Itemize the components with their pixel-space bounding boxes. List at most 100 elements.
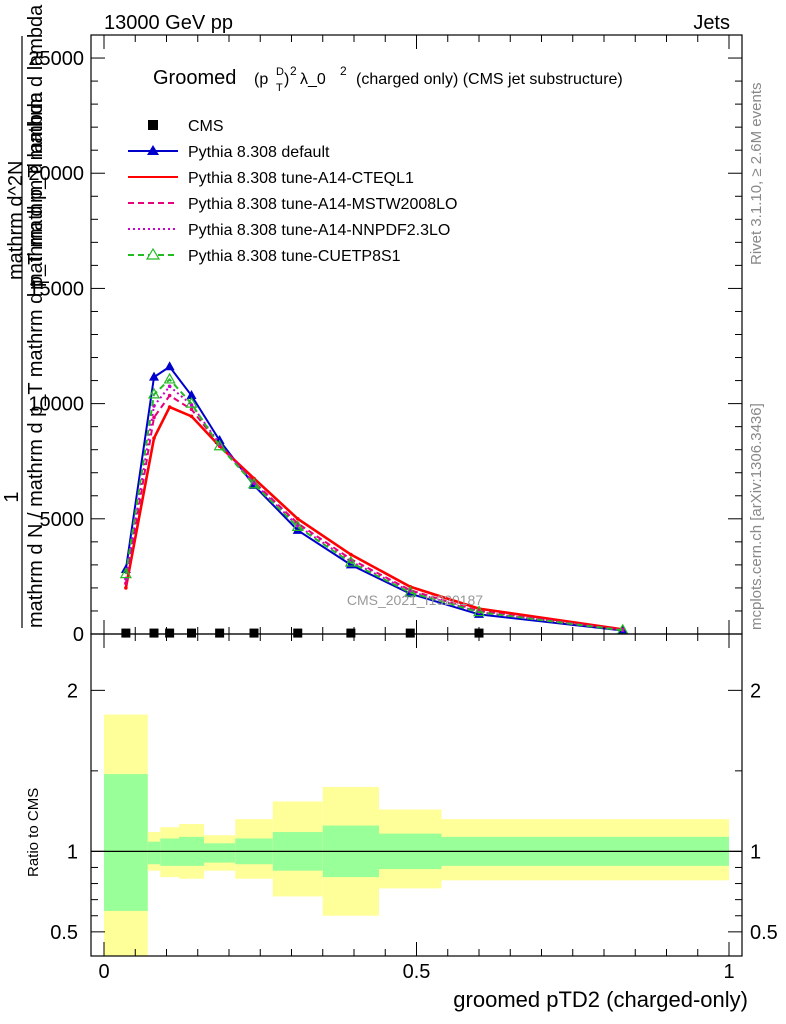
- data-point: [124, 586, 128, 590]
- data-point: [147, 387, 161, 399]
- legend-triangle-marker: [147, 145, 159, 155]
- data-point: [293, 628, 303, 638]
- data-point: [247, 477, 261, 489]
- data-point: [149, 371, 159, 381]
- legend-label: Pythia 8.308 tune-A14-CTEQL1: [188, 170, 414, 187]
- data-point: [119, 567, 132, 579]
- data-point: [152, 436, 156, 440]
- legend-label: Pythia 8.308 tune-A14-NNPDF2.3LO: [188, 222, 450, 239]
- main-ytick-label: 10000: [28, 394, 84, 416]
- ylabel-denominator: mathrm d N / mathrm d p_T mathrm d p_T m…: [25, 91, 47, 628]
- series-0: [121, 628, 484, 638]
- title-p-open: (p: [254, 71, 268, 88]
- title-lambda: λ_0: [300, 71, 326, 88]
- series-line-4: [124, 384, 623, 632]
- data-point: [185, 396, 198, 408]
- legend-label: Pythia 8.308 tune-A14-MSTW2008LO: [188, 196, 457, 213]
- stat-uncertainty-band-1: [147, 841, 161, 865]
- data-point: [215, 628, 225, 638]
- title-main: Groomed: [153, 67, 236, 89]
- legend-entry-0: CMS: [148, 118, 224, 135]
- main-ytick-label: 25000: [28, 48, 84, 70]
- legend-label: CMS: [188, 118, 224, 135]
- data-point: [167, 405, 172, 409]
- ylabel-denominator-2: mathrm d p_T mathrm d lambda: [25, 4, 47, 290]
- main-ylabel: 1 mathrm d N / mathrm d p_T mathrm d p_T…: [1, 4, 47, 628]
- data-point: [124, 581, 128, 586]
- data-point: [167, 393, 172, 398]
- data-point: [295, 517, 300, 521]
- title-p-close: ): [284, 71, 289, 88]
- header-left: 13000 GeV pp: [104, 12, 233, 34]
- data-point: [349, 552, 353, 557]
- legend-entry-4: Pythia 8.308 tune-A14-NNPDF2.3LO: [128, 222, 450, 239]
- legend-entry-2: Pythia 8.308 tune-A14-CTEQL1: [128, 170, 414, 187]
- ratio-plot-frame: [90, 633, 743, 957]
- ratio-bands: [104, 714, 729, 956]
- legend-entry-1: Pythia 8.308 default: [128, 144, 330, 161]
- data-point: [346, 628, 356, 638]
- data-point: [249, 628, 259, 638]
- ratio-ytick-label: 2: [67, 680, 78, 702]
- legend: CMS Pythia 8.308 default Pythia 8.308 tune…: [128, 118, 457, 265]
- ylabel-numerator: 1: [1, 491, 23, 502]
- data-point: [291, 520, 304, 531]
- ratio-ytick-label: 1: [67, 841, 78, 863]
- main-ytick-label: 5000: [40, 509, 85, 531]
- xtick-label: 0.5: [403, 961, 431, 983]
- title-p-sub: T: [276, 82, 283, 94]
- legend-open-triangle-marker: [145, 247, 161, 260]
- data-point: [213, 439, 226, 451]
- axis-tick-labels: 0 5000 10000 15000 20000 25000 0.5 0.5 1 1 2 2 0 0.5 1…: [28, 48, 777, 1012]
- data-point: [121, 628, 131, 638]
- legend-entry-3: Pythia 8.308 tune-A14-MSTW2008LO: [128, 196, 457, 213]
- plot-title: Groomed (p D T ) 2 λ_0 2 (charged only) …: [153, 64, 623, 94]
- title-rest: (charged only) (CMS jet substructure): [356, 71, 623, 88]
- main-ytick-label: 0: [73, 624, 84, 646]
- axis-ticks: [91, 34, 742, 956]
- stat-uncertainty-band-4: [204, 843, 236, 863]
- main-ytick-label: 20000: [28, 163, 84, 185]
- data-point: [404, 585, 417, 597]
- title-lambda-exp: 2: [340, 64, 347, 78]
- legend-square-marker: [148, 120, 158, 130]
- legend-entry-5: Pythia 8.308 tune-CUETP8S1: [128, 247, 401, 265]
- data-point: [292, 524, 303, 534]
- series-line-3: [124, 394, 623, 631]
- data-point: [149, 628, 159, 638]
- data-point: [344, 555, 357, 567]
- series-line-5: [124, 377, 623, 632]
- data-point: [164, 361, 175, 371]
- legend-label: Pythia 8.308 tune-CUETP8S1: [188, 248, 401, 265]
- data-point: [167, 384, 172, 389]
- data-point: [472, 605, 486, 617]
- header-right: Jets: [693, 12, 730, 34]
- data-point: [252, 481, 256, 485]
- data-point: [165, 628, 175, 638]
- ylabel-numerator-2: mathrm d^2N: [5, 161, 27, 280]
- main-ytick-label: 15000: [28, 278, 84, 300]
- analysis-watermark: CMS_2021_I1920187: [347, 592, 483, 608]
- title-exp: 2: [290, 64, 297, 78]
- rivet-label: Rivet 3.1.10, ≥ 2.6M events: [748, 83, 765, 266]
- series-line-1: [124, 365, 623, 632]
- x-axis-label: groomed pTD2 (charged-only): [453, 987, 748, 1012]
- xtick-label: 0: [98, 961, 109, 983]
- data-point: [405, 628, 415, 638]
- data-point: [189, 414, 194, 419]
- title-p-sup: D: [276, 66, 284, 78]
- legend-label: Pythia 8.308 default: [188, 144, 330, 161]
- mcplots-label: mcplots.cern.ch [arXiv:1306.3436]: [748, 403, 765, 630]
- ratio-ytick-label-right: 2: [750, 680, 761, 702]
- ratio-ytick-label: 0.5: [50, 922, 78, 944]
- ratio-ytick-label-right: 0.5: [750, 922, 778, 944]
- stat-uncertainty-band-2: [160, 838, 179, 866]
- data-point: [163, 372, 176, 384]
- stat-uncertainty-band-0: [104, 774, 148, 911]
- data-point: [187, 628, 196, 638]
- data-point: [186, 390, 197, 400]
- ratio-ylabel: Ratio to CMS: [25, 788, 42, 877]
- ratio-ytick-label-right: 1: [750, 841, 761, 863]
- xtick-label: 1: [723, 961, 734, 983]
- data-point: [152, 415, 156, 420]
